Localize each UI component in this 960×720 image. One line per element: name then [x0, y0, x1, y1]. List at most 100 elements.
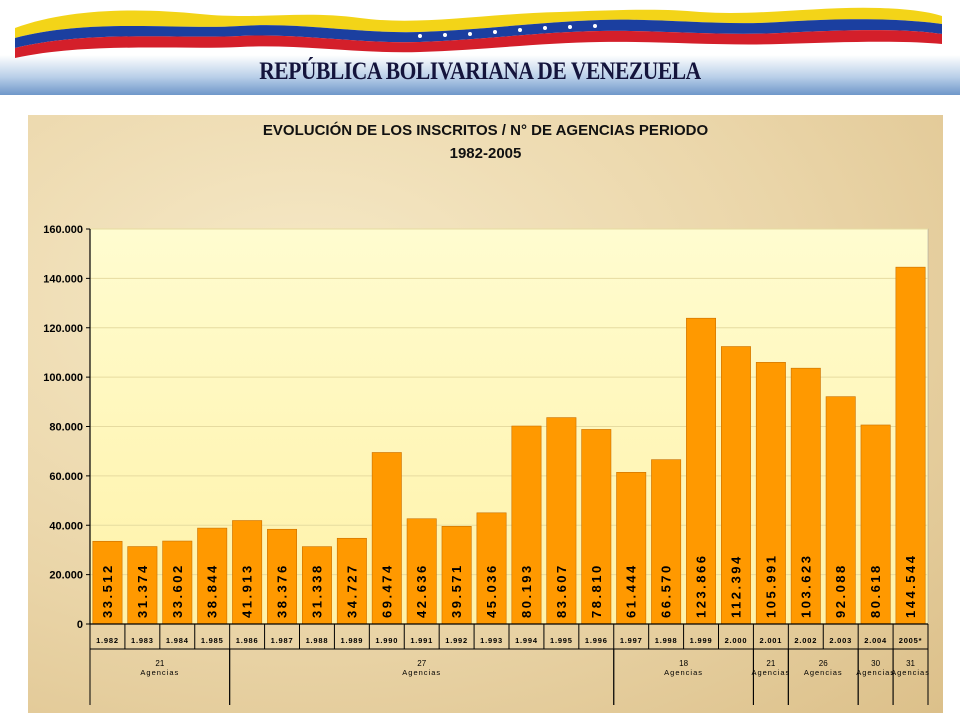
x-tick-label: 1.987	[271, 636, 294, 645]
bar	[441, 526, 472, 625]
y-tick-label: 160.000	[43, 224, 83, 236]
x-tick-label: 1.983	[131, 636, 154, 645]
bar-value-label: 80.193	[519, 563, 534, 618]
bar	[336, 537, 367, 625]
agency-label: Agencias	[804, 668, 843, 677]
bar-value-label: 33.512	[100, 563, 115, 618]
bar	[686, 317, 717, 625]
agency-label: Agencias	[402, 668, 441, 677]
bar	[895, 266, 926, 625]
flag-ribbon-graphic	[0, 7, 960, 95]
x-tick-label: 1.992	[445, 636, 468, 645]
agency-label: Agencias	[856, 668, 895, 677]
x-tick-label: 2.001	[759, 636, 782, 645]
bar-chart: 0 20.000 40.000 60.000 80.000 100.000 120.000 1…	[43, 224, 930, 705]
bar-value-label: 33.602	[170, 563, 185, 618]
agency-count-label: 21	[155, 659, 164, 668]
bar	[267, 528, 298, 625]
bar	[197, 527, 228, 625]
x-tick-label: 1.994	[515, 636, 538, 645]
bar-value-label: 45.036	[484, 563, 499, 618]
bar-value-label: 42.636	[414, 563, 429, 618]
agency-count-label: 26	[819, 659, 828, 668]
agency-count-label: 31	[906, 659, 915, 668]
bar-value-label: 38.376	[275, 563, 290, 618]
x-tick-label: 1.996	[585, 636, 608, 645]
bar	[790, 367, 821, 625]
x-tick-label: 1.997	[620, 636, 643, 645]
chart-title: EVOLUCIÓN DE LOS INSCRITOS / N° DE AGENC…	[262, 122, 709, 139]
bar-value-label: 69.474	[379, 563, 394, 618]
y-tick-label: 0	[77, 619, 83, 631]
y-tick-label: 140.000	[43, 273, 83, 285]
bar	[162, 540, 193, 625]
agency-count-label: 21	[766, 659, 775, 668]
bar	[755, 362, 786, 625]
bar	[546, 417, 577, 625]
agency-count-label: 18	[679, 659, 688, 668]
bar	[581, 429, 612, 625]
y-tick-label: 40.000	[49, 520, 83, 532]
x-tick-label: 1.985	[201, 636, 224, 645]
y-tick-label: 20.000	[49, 570, 83, 582]
bar-value-label: 105.991	[763, 554, 778, 619]
chart-subtitle: 1982-2005	[449, 145, 522, 162]
bar	[651, 459, 682, 625]
bar-value-label: 39.571	[449, 563, 464, 618]
country-title: REPÚBLICA BOLIVARIANA DE VENEZUELA	[259, 58, 701, 85]
x-tick-label: 1.998	[655, 636, 678, 645]
x-tick-label: 2.002	[794, 636, 817, 645]
y-tick-label: 120.000	[43, 323, 83, 335]
bar-value-label: 34.727	[344, 563, 359, 618]
x-tick-label: 1.993	[480, 636, 503, 645]
bar	[127, 546, 158, 625]
bar	[301, 546, 332, 625]
bar-value-label: 31.374	[135, 563, 150, 618]
header-banner: REPÚBLICA BOLIVARIANA DE VENEZUELA	[0, 0, 960, 100]
x-tick-label: 1.988	[306, 636, 329, 645]
x-tick-label: 1.990	[375, 636, 398, 645]
y-tick-label: 100.000	[43, 372, 83, 384]
bar-value-label: 61.444	[624, 563, 639, 618]
bar-value-label: 123.866	[694, 554, 709, 619]
bar-value-label: 31.338	[309, 563, 324, 618]
bar	[371, 452, 402, 625]
x-tick-label: 2005*	[899, 636, 923, 645]
agency-label: Agencias	[664, 668, 703, 677]
agency-label: Agencias	[891, 668, 930, 677]
bar-value-label: 83.607	[554, 563, 569, 618]
bar-value-label: 41.913	[240, 563, 255, 618]
x-tick-label: 1.984	[166, 636, 189, 645]
bar-value-label: 144.544	[903, 554, 918, 619]
agency-count-label: 27	[417, 659, 426, 668]
bar	[511, 425, 542, 625]
agency-label: Agencias	[751, 668, 790, 677]
bar-value-label: 38.844	[205, 563, 220, 618]
agency-count-label: 30	[871, 659, 880, 668]
bar-value-label: 66.570	[659, 563, 674, 618]
bar	[616, 472, 647, 625]
bar	[232, 520, 263, 625]
bar-value-label: 103.623	[798, 554, 813, 619]
x-tick-label: 1.989	[340, 636, 363, 645]
x-tick-label: 1.995	[550, 636, 573, 645]
x-tick-label: 2.003	[829, 636, 852, 645]
chart-panel: EVOLUCIÓN DE LOS INSCRITOS / N° DE AGENC…	[28, 115, 943, 713]
bar	[825, 396, 856, 625]
x-tick-label: 2.004	[864, 636, 887, 645]
bar-value-label: 80.618	[868, 563, 883, 618]
bar-value-label: 112.394	[728, 554, 743, 618]
x-tick-label: 1.991	[410, 636, 433, 645]
bar	[720, 346, 751, 625]
y-tick-label: 60.000	[49, 471, 83, 483]
bar-value-label: 92.088	[833, 563, 848, 618]
x-tick-label: 1.999	[690, 636, 713, 645]
bar	[860, 424, 891, 625]
x-tick-label: 2.000	[725, 636, 748, 645]
x-tick-label: 1.982	[96, 636, 119, 645]
agency-label: Agencias	[140, 668, 179, 677]
bar-value-label: 78.810	[589, 563, 604, 618]
x-tick-label: 1.986	[236, 636, 259, 645]
bar	[476, 512, 507, 625]
star-icons	[418, 24, 597, 38]
